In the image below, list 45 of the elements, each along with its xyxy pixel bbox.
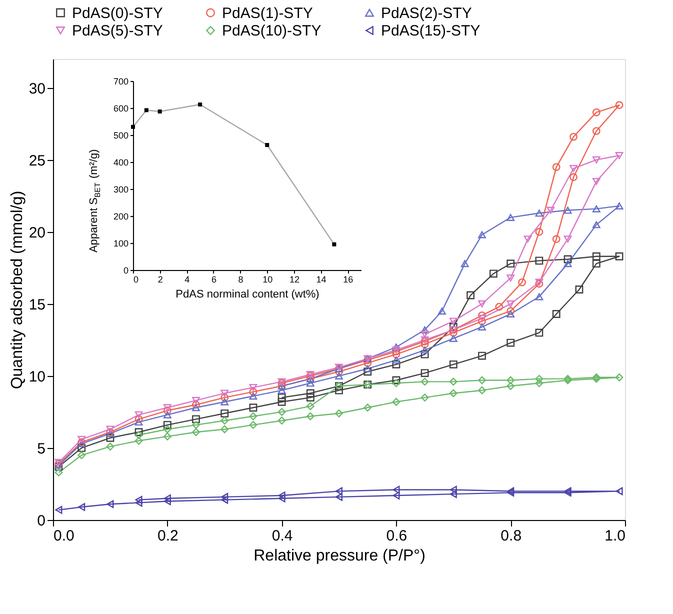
x-tick-label: 0 bbox=[134, 274, 139, 284]
y-axis-title: Quantity adsorbed (mmol/g) bbox=[8, 190, 26, 390]
x-tick-label: 6 bbox=[211, 274, 216, 284]
point bbox=[332, 242, 336, 246]
y-tick-label: 600 bbox=[113, 104, 128, 114]
x-tick-label: 0.4 bbox=[272, 528, 293, 544]
point bbox=[198, 102, 202, 106]
y-tick-label: 5 bbox=[37, 440, 46, 458]
y-tick-label: 700 bbox=[113, 76, 128, 86]
legend-label: PdAS(15)-STY bbox=[381, 22, 480, 40]
y-tick-label: 25 bbox=[28, 152, 46, 170]
y-tick-label: 100 bbox=[113, 238, 128, 248]
y-tick-label: 30 bbox=[28, 80, 46, 98]
x-axis-title: Relative pressure (P/P°) bbox=[254, 548, 426, 564]
x-axis-title: PdAS norminal content (wt%) bbox=[176, 288, 320, 300]
legend-label: PdAS(10)-STY bbox=[222, 22, 322, 40]
x-tick-label: 10 bbox=[262, 274, 273, 284]
x-tick-label: 0.6 bbox=[386, 528, 408, 544]
x-tick-label: 4 bbox=[184, 274, 190, 284]
y-tick-label: 300 bbox=[113, 184, 128, 194]
y-tick-label: 400 bbox=[113, 158, 128, 168]
x-tick-label: 0.8 bbox=[500, 528, 522, 544]
x-tick-label: 14 bbox=[316, 274, 326, 284]
x-tick-label: 0.0 bbox=[54, 528, 74, 544]
x-tick-label: 12 bbox=[289, 274, 300, 284]
legend-label: PdAS(0)-STY bbox=[72, 4, 163, 22]
point bbox=[265, 142, 270, 147]
y-tick-label: 20 bbox=[28, 224, 46, 242]
y-tick-label: 0 bbox=[123, 266, 128, 276]
x-tick-label: 8 bbox=[238, 274, 244, 284]
legend-label: PdAS(1)-STY bbox=[222, 4, 313, 22]
x-tick-label: 16 bbox=[343, 274, 354, 284]
y-tick-label: 0 bbox=[37, 512, 46, 530]
y-tick-label: 200 bbox=[113, 212, 128, 222]
legend-label: PdAS(5)-STY bbox=[72, 22, 163, 40]
x-tick-label: 1.0 bbox=[604, 528, 626, 544]
point bbox=[131, 124, 135, 129]
point bbox=[144, 108, 148, 112]
y-tick-label: 15 bbox=[28, 296, 46, 314]
y-tick-label: 500 bbox=[113, 130, 128, 140]
point bbox=[158, 110, 162, 114]
y-tick-label: 10 bbox=[28, 368, 46, 386]
x-tick-label: 0.2 bbox=[157, 528, 178, 544]
x-tick-label: 2 bbox=[158, 274, 163, 284]
legend-label: PdAS(2)-STY bbox=[381, 4, 472, 22]
